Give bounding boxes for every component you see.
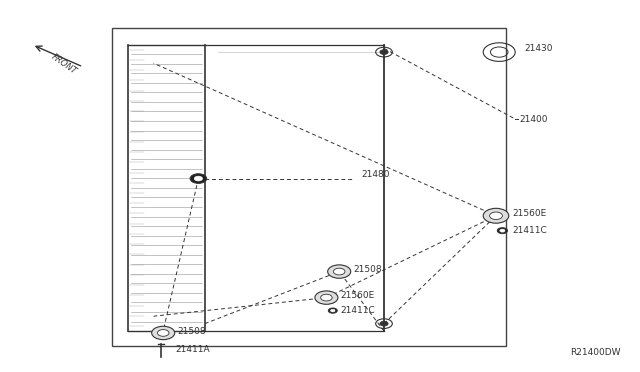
- Circle shape: [157, 330, 169, 336]
- Text: 21508: 21508: [177, 327, 206, 336]
- Circle shape: [328, 308, 337, 313]
- Text: 21411C: 21411C: [340, 306, 375, 315]
- Circle shape: [500, 229, 505, 232]
- Text: 21560E: 21560E: [512, 209, 547, 218]
- Circle shape: [195, 176, 202, 181]
- Bar: [112, 28, 506, 346]
- Circle shape: [315, 291, 338, 304]
- Text: 21430: 21430: [525, 44, 554, 53]
- Text: 21508: 21508: [353, 265, 382, 274]
- Circle shape: [328, 265, 351, 278]
- Circle shape: [380, 321, 388, 326]
- Circle shape: [190, 174, 207, 183]
- Text: 21400: 21400: [520, 115, 548, 124]
- Circle shape: [152, 326, 175, 340]
- Circle shape: [497, 228, 508, 234]
- Circle shape: [333, 268, 345, 275]
- Text: 21411A: 21411A: [175, 345, 210, 354]
- Circle shape: [380, 50, 388, 55]
- Circle shape: [483, 208, 509, 223]
- Text: FRONT: FRONT: [50, 52, 78, 76]
- Text: 21560E: 21560E: [340, 291, 375, 300]
- Text: R21400DW: R21400DW: [570, 348, 621, 357]
- Circle shape: [330, 310, 335, 312]
- Circle shape: [321, 294, 332, 301]
- Text: 21480: 21480: [362, 170, 390, 179]
- Circle shape: [490, 212, 502, 219]
- Text: 21411C: 21411C: [512, 226, 547, 235]
